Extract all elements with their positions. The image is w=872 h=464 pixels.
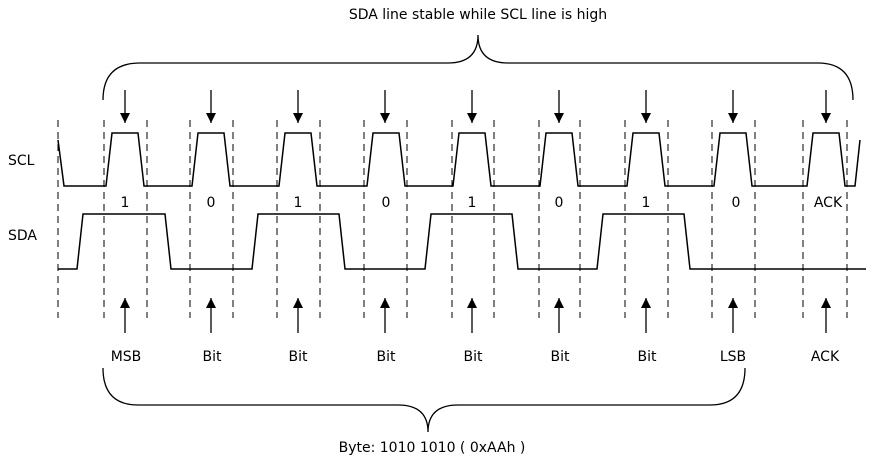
- sda-signal-label: SDA: [8, 228, 37, 244]
- bottom-brace: [102, 367, 746, 433]
- down-arrow-icon: [728, 113, 738, 123]
- bit-value: 0: [732, 195, 741, 211]
- scl-waveform: [57, 132, 861, 187]
- top-title: SDA line stable while SCL line is high: [349, 7, 607, 23]
- up-arrow-icon: [821, 298, 831, 308]
- bottom-title: Byte: 1010 1010 ( 0xAAh ): [339, 440, 526, 456]
- up-arrow-icon: [554, 298, 564, 308]
- bottom-arrows: [120, 298, 831, 333]
- bit-label: Bit: [289, 349, 308, 365]
- bit-value: 1: [642, 195, 651, 211]
- down-arrow-icon: [641, 113, 651, 123]
- bit-label: Bit: [638, 349, 657, 365]
- up-arrow-icon: [641, 298, 651, 308]
- up-arrow-icon: [467, 298, 477, 308]
- bit-value: 1: [294, 195, 303, 211]
- bit-label: ACK: [811, 349, 840, 365]
- down-arrow-icon: [380, 113, 390, 123]
- bit-label: Bit: [377, 349, 396, 365]
- up-arrow-icon: [293, 298, 303, 308]
- up-arrow-icon: [728, 298, 738, 308]
- bit-label: LSB: [720, 349, 746, 365]
- top-brace: [102, 34, 854, 101]
- down-arrow-icon: [554, 113, 564, 123]
- bit-label: MSB: [111, 349, 142, 365]
- up-arrow-icon: [380, 298, 390, 308]
- bit-values: 1 0 1 0 1 0 1 0 ACK: [121, 195, 843, 211]
- down-arrow-icon: [821, 113, 831, 123]
- up-arrow-icon: [120, 298, 130, 308]
- bit-value: 1: [121, 195, 130, 211]
- down-arrow-icon: [467, 113, 477, 123]
- bit-value: 0: [382, 195, 391, 211]
- scl-signal-label: SCL: [8, 153, 35, 169]
- down-arrow-icon: [293, 113, 303, 123]
- bit-value: 0: [207, 195, 216, 211]
- dashed-guide-lines: [57, 120, 848, 318]
- up-arrow-icon: [206, 298, 216, 308]
- down-arrow-icon: [120, 113, 130, 123]
- bit-labels: MSB Bit Bit Bit Bit Bit Bit LSB ACK: [111, 349, 840, 365]
- bit-label: Bit: [551, 349, 570, 365]
- bit-label: Bit: [464, 349, 483, 365]
- top-arrows: [120, 90, 831, 123]
- bit-value: ACK: [814, 195, 843, 211]
- bit-value: 0: [555, 195, 564, 211]
- bit-label: Bit: [203, 349, 222, 365]
- sda-waveform: [58, 213, 866, 270]
- bit-value: 1: [468, 195, 477, 211]
- down-arrow-icon: [206, 113, 216, 123]
